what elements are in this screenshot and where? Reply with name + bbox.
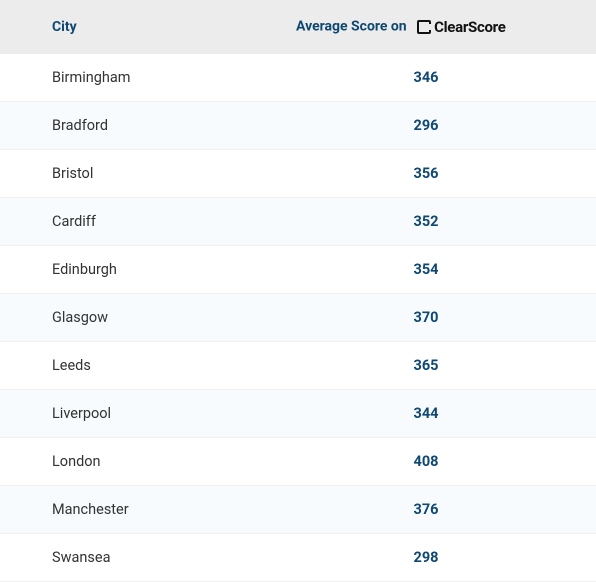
clearscore-logo-icon	[417, 20, 431, 34]
header-score: Average Score on ClearScore	[296, 0, 596, 54]
table-row: Bradford 296	[0, 102, 596, 150]
city-cell: Edinburgh	[0, 246, 296, 294]
city-cell: Bradford	[0, 102, 296, 150]
score-cell: 346	[296, 54, 596, 102]
table-row: Glasgow 370	[0, 294, 596, 342]
score-cell: 356	[296, 150, 596, 198]
score-cell: 296	[296, 102, 596, 150]
score-cell: 354	[296, 246, 596, 294]
score-cell: 370	[296, 294, 596, 342]
scores-table: City Average Score on ClearScore Birming…	[0, 0, 596, 582]
city-cell: Swansea	[0, 534, 296, 582]
city-cell: Leeds	[0, 342, 296, 390]
city-cell: London	[0, 438, 296, 486]
table-row: Edinburgh 354	[0, 246, 596, 294]
table-row: Liverpool 344	[0, 390, 596, 438]
score-cell: 376	[296, 486, 596, 534]
city-cell: Manchester	[0, 486, 296, 534]
score-cell: 344	[296, 390, 596, 438]
header-city: City	[0, 0, 296, 54]
table-row: Bristol 356	[0, 150, 596, 198]
score-cell: 352	[296, 198, 596, 246]
score-cell: 408	[296, 438, 596, 486]
table-body: Birmingham 346 Bradford 296 Bristol 356 …	[0, 54, 596, 582]
table-header-row: City Average Score on ClearScore	[0, 0, 596, 54]
table-row: Birmingham 346	[0, 54, 596, 102]
city-cell: Cardiff	[0, 198, 296, 246]
table-row: Leeds 365	[0, 342, 596, 390]
city-cell: Glasgow	[0, 294, 296, 342]
city-cell: Liverpool	[0, 390, 296, 438]
table-row: London 408	[0, 438, 596, 486]
table-row: Swansea 298	[0, 534, 596, 582]
header-score-prefix: Average Score on	[296, 19, 407, 35]
clearscore-logo: ClearScore	[417, 18, 505, 36]
score-cell: 298	[296, 534, 596, 582]
city-cell: Bristol	[0, 150, 296, 198]
clearscore-logo-text: ClearScore	[434, 18, 505, 36]
city-cell: Birmingham	[0, 54, 296, 102]
table-row: Manchester 376	[0, 486, 596, 534]
table-row: Cardiff 352	[0, 198, 596, 246]
score-cell: 365	[296, 342, 596, 390]
